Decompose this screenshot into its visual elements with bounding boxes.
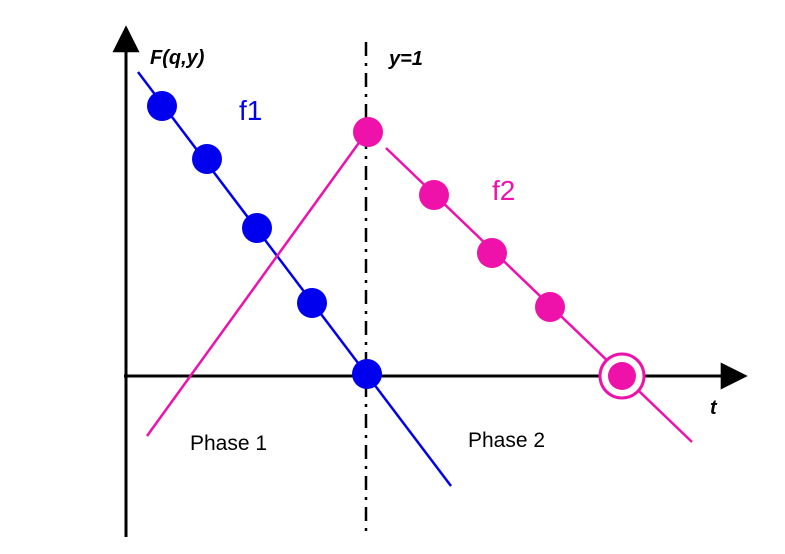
divider-label: y=1 xyxy=(388,48,423,70)
f1-point xyxy=(352,359,382,389)
f1-point xyxy=(297,288,327,318)
f2-point xyxy=(419,180,449,210)
x-axis-label: t xyxy=(710,397,718,419)
f2-final-point xyxy=(608,362,636,390)
y-axis-label: F(q,y) xyxy=(150,47,205,69)
f1-point xyxy=(192,144,222,174)
phase1-label: Phase 1 xyxy=(190,432,267,455)
f2-point xyxy=(477,238,507,268)
f1-point xyxy=(242,213,272,243)
f1-point xyxy=(147,91,177,121)
f2-label: f2 xyxy=(492,175,515,206)
f1-label: f1 xyxy=(239,95,262,126)
f2-point xyxy=(353,117,383,147)
phase2-label: Phase 2 xyxy=(468,429,545,452)
f2-rising-line xyxy=(145,132,368,437)
f2-point xyxy=(535,292,565,322)
f1-line xyxy=(137,71,452,487)
